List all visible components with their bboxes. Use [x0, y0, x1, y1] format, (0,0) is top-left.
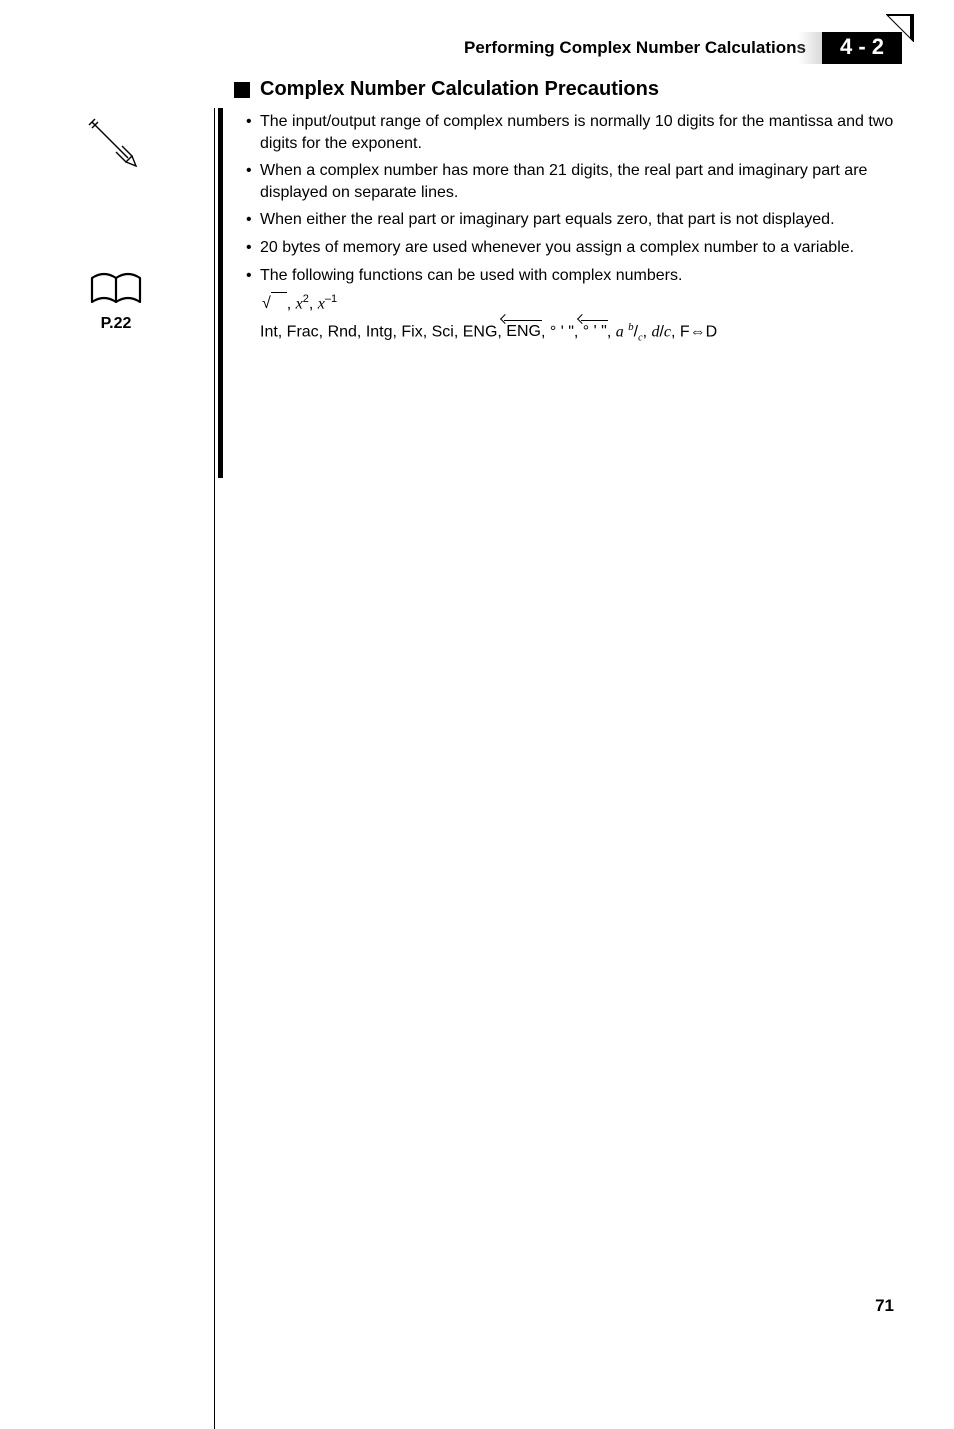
fd-convert: F⇔D [680, 323, 717, 340]
list-item: 20 bytes of memory are used whenever you… [246, 237, 894, 259]
heading-bullet-icon [234, 82, 250, 98]
x-squared-base: x [296, 295, 303, 312]
math-line-1: √ , x2, x–1 [234, 292, 894, 316]
math-line-2: Int, Frac, Rnd, Intg, Fix, Sci, ENG, ENG… [234, 320, 894, 346]
page-reference-label: P.22 [88, 315, 144, 333]
frac-d: d [651, 323, 659, 340]
book-reference-icon: P.22 [88, 268, 144, 333]
heading-text: Complex Number Calculation Precautions [260, 78, 659, 101]
frac-c: c [638, 332, 642, 343]
function-list-prefix: Int, Frac, Rnd, Intg, Fix, Sci, ENG, [260, 323, 506, 340]
pencil-icon [84, 114, 140, 175]
page-header: Performing Complex Number Calculations 4… [0, 32, 902, 64]
list-item: When either the real part or imaginary p… [246, 209, 894, 231]
dms-sequence: ° ' " [550, 323, 574, 340]
precaution-list: The input/output range of complex number… [234, 111, 894, 286]
frac-c2: c [664, 323, 671, 340]
main-content: Complex Number Calculation Precautions T… [234, 78, 894, 345]
section-heading: Complex Number Calculation Precautions [234, 78, 894, 101]
sqrt-icon: √ [260, 292, 287, 315]
frac-a: a [616, 323, 624, 340]
running-title: Performing Complex Number Calculations [464, 38, 806, 58]
vertical-rule [214, 108, 215, 1429]
list-item: The input/output range of complex number… [246, 111, 894, 154]
x-inverse-exp: –1 [325, 293, 337, 305]
list-item: The following functions can be used with… [246, 265, 894, 287]
x-squared-exp: 2 [303, 293, 309, 305]
eng-overline: ENG [506, 321, 541, 343]
dms-overline: ° ' " [583, 321, 607, 343]
section-number-badge: 4 - 2 [822, 32, 902, 64]
frac-b: b [628, 321, 634, 333]
list-item: When a complex number has more than 21 d… [246, 160, 894, 203]
page-number: 71 [875, 1296, 894, 1316]
x-inverse-base: x [318, 295, 325, 312]
thick-vertical-bar [218, 108, 223, 478]
